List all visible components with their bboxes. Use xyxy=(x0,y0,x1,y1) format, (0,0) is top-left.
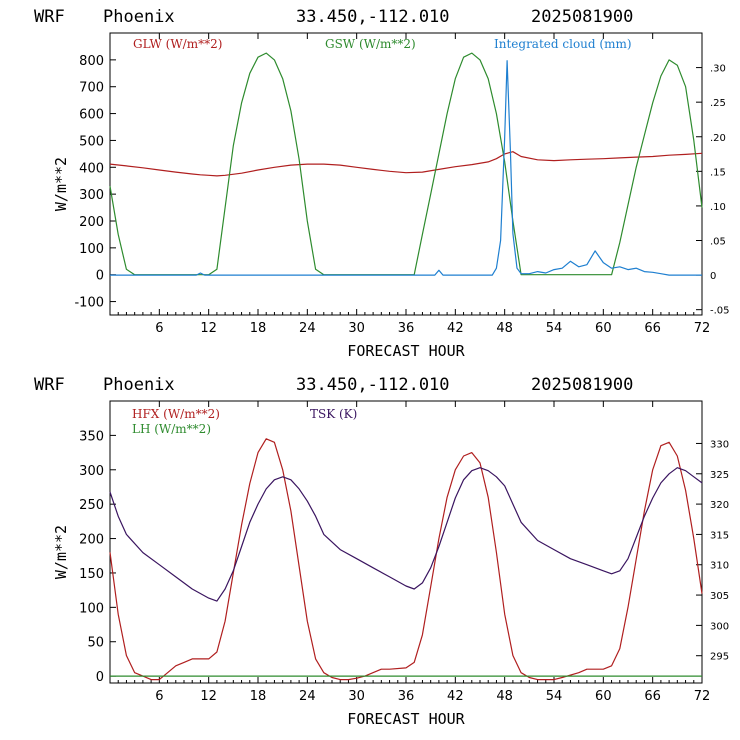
y2-tick-label: 300 xyxy=(710,621,729,632)
legend-lh: LH (W/m**2) xyxy=(132,422,211,436)
series-line-tsk xyxy=(109,467,703,602)
x-tick-label: 24 xyxy=(299,321,316,336)
y-tick-label: 100 xyxy=(79,242,104,257)
y2-tick-label: .30 xyxy=(710,64,726,75)
x-tick-label: 36 xyxy=(398,321,415,336)
radiation-cloud-panel: WRF Phoenix 33.450,-112.010 2025081900 6 12 18… xyxy=(34,7,730,360)
x-tick-label: 60 xyxy=(595,321,612,336)
x-tick-label: 48 xyxy=(496,689,513,704)
x-tick-label: 6 xyxy=(155,689,163,704)
y2-tick-label: 330 xyxy=(710,439,729,450)
header-model: WRF xyxy=(34,7,65,27)
header-location: Phoenix xyxy=(103,375,175,395)
y2-tick-label: 315 xyxy=(710,530,729,541)
plot-frame xyxy=(109,400,703,684)
series-line-hfx xyxy=(109,438,703,681)
y-tick-label: 400 xyxy=(79,161,104,176)
series-line-gsw xyxy=(109,52,703,276)
y-tick-label: 300 xyxy=(79,464,104,479)
legend-hfx: HFX (W/m**2) xyxy=(132,407,220,421)
header-init-time: 2025081900 xyxy=(531,375,633,395)
y-axis-label: W/m**2 xyxy=(52,525,70,579)
y2-tick-label: 295 xyxy=(710,652,729,663)
y-axis-label: W/m**2 xyxy=(52,157,70,211)
y-tick-label: 300 xyxy=(79,188,104,203)
header-location: Phoenix xyxy=(103,7,175,27)
y-tick-label: 600 xyxy=(79,108,104,123)
y-tick-label: 0 xyxy=(96,269,104,284)
y2-tick-label: -.05 xyxy=(710,306,730,317)
y2-tick-label: 320 xyxy=(710,500,729,511)
y-tick-label: 700 xyxy=(79,81,104,96)
y-tick-label: -100 xyxy=(74,296,104,311)
header-model: WRF xyxy=(34,375,65,395)
y2-tick-label: .10 xyxy=(710,202,726,213)
y-tick-label: 50 xyxy=(87,636,104,651)
plot-frame xyxy=(109,32,703,316)
x-tick-label: 66 xyxy=(644,321,661,336)
y-tick-label: 800 xyxy=(79,54,104,69)
legend-gsw: GSW (W/m**2) xyxy=(325,37,416,51)
x-tick-label: 30 xyxy=(348,321,365,336)
y2-tick-label: 325 xyxy=(710,470,729,481)
x-tick-label: 12 xyxy=(200,321,217,336)
x-tick-label: 12 xyxy=(200,689,217,704)
x-tick-label: 24 xyxy=(299,689,316,704)
x-tick-label: 48 xyxy=(496,321,513,336)
x-tick-label: 72 xyxy=(694,321,711,336)
x-tick-label: 54 xyxy=(546,321,563,336)
x-axis-label: FORECAST HOUR xyxy=(347,710,465,728)
y-tick-label: 100 xyxy=(79,601,104,616)
x-tick-label: 54 xyxy=(546,689,563,704)
header-init-time: 2025081900 xyxy=(531,7,633,27)
y-tick-label: 200 xyxy=(79,533,104,548)
y2-tick-label: .05 xyxy=(710,237,726,248)
y2-tick-label: 310 xyxy=(710,561,729,572)
x-tick-label: 60 xyxy=(595,689,612,704)
x-tick-label: 18 xyxy=(250,689,267,704)
y2-tick-label: 0 xyxy=(710,271,716,282)
x-tick-label: 18 xyxy=(250,321,267,336)
y-tick-label: 150 xyxy=(79,567,104,582)
legend-tsk: TSK (K) xyxy=(310,407,357,421)
x-axis-label: FORECAST HOUR xyxy=(347,342,465,360)
header-coords: 33.450,-112.010 xyxy=(296,375,450,395)
x-tick-label: 6 xyxy=(155,321,163,336)
legend-glw: GLW (W/m**2) xyxy=(133,37,222,51)
x-tick-label: 42 xyxy=(447,689,464,704)
y-tick-label: 350 xyxy=(79,429,104,444)
y2-tick-label: .15 xyxy=(710,167,726,178)
legend-integrated: Integrated cloud (mm) xyxy=(494,37,632,51)
series-line-integrated xyxy=(110,60,702,276)
heat-flux-skin-temp-panel: WRF Phoenix 33.450,-112.010 2025081900 6 12 18… xyxy=(34,375,729,728)
x-tick-label: 42 xyxy=(447,321,464,336)
y2-tick-label: 305 xyxy=(710,591,729,602)
y-tick-label: 500 xyxy=(79,134,104,149)
series-line-glw xyxy=(109,151,703,177)
y-tick-label: 200 xyxy=(79,215,104,230)
y2-tick-label: .25 xyxy=(710,98,726,109)
x-tick-label: 30 xyxy=(348,689,365,704)
x-tick-label: 72 xyxy=(694,689,711,704)
x-tick-label: 66 xyxy=(644,689,661,704)
x-tick-label: 36 xyxy=(398,689,415,704)
y-tick-label: 250 xyxy=(79,498,104,513)
y-tick-label: 0 xyxy=(96,670,104,685)
y2-tick-label: .20 xyxy=(710,133,726,144)
header-coords: 33.450,-112.010 xyxy=(296,7,450,27)
